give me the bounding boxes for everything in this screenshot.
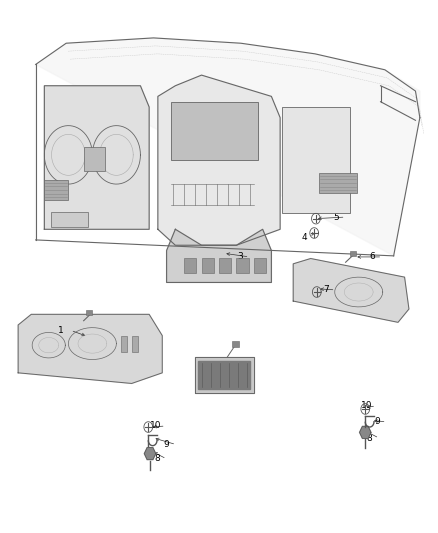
Text: 10: 10 (150, 422, 162, 431)
Polygon shape (18, 314, 162, 383)
Text: 4: 4 (301, 233, 307, 242)
Bar (121, 336, 127, 352)
Polygon shape (198, 361, 251, 389)
Bar (86, 310, 92, 316)
Polygon shape (195, 357, 254, 393)
Bar (232, 341, 239, 348)
Polygon shape (293, 259, 409, 322)
Bar (283, 107, 350, 213)
Text: 9: 9 (374, 417, 380, 426)
Bar (201, 258, 214, 273)
Polygon shape (360, 426, 371, 438)
Polygon shape (44, 86, 149, 229)
Bar (254, 258, 266, 273)
Text: 6: 6 (370, 253, 375, 261)
Text: 5: 5 (333, 213, 339, 222)
Polygon shape (145, 448, 155, 459)
Text: 8: 8 (367, 434, 372, 443)
Bar (84, 147, 106, 171)
Polygon shape (166, 229, 272, 282)
Bar (219, 258, 231, 273)
Text: 7: 7 (323, 285, 329, 294)
Bar (350, 251, 356, 256)
Text: 1: 1 (58, 326, 64, 335)
Text: 2: 2 (198, 374, 204, 383)
Bar (171, 102, 258, 160)
Polygon shape (35, 38, 420, 256)
Text: 3: 3 (237, 253, 243, 261)
Bar (132, 336, 138, 352)
Text: 10: 10 (361, 401, 372, 410)
Text: 9: 9 (164, 440, 170, 449)
Polygon shape (158, 75, 280, 245)
Text: 8: 8 (154, 455, 160, 463)
Bar (44, 180, 68, 200)
Bar (51, 212, 88, 227)
Bar (319, 173, 357, 193)
Bar (184, 258, 196, 273)
Bar (237, 258, 249, 273)
